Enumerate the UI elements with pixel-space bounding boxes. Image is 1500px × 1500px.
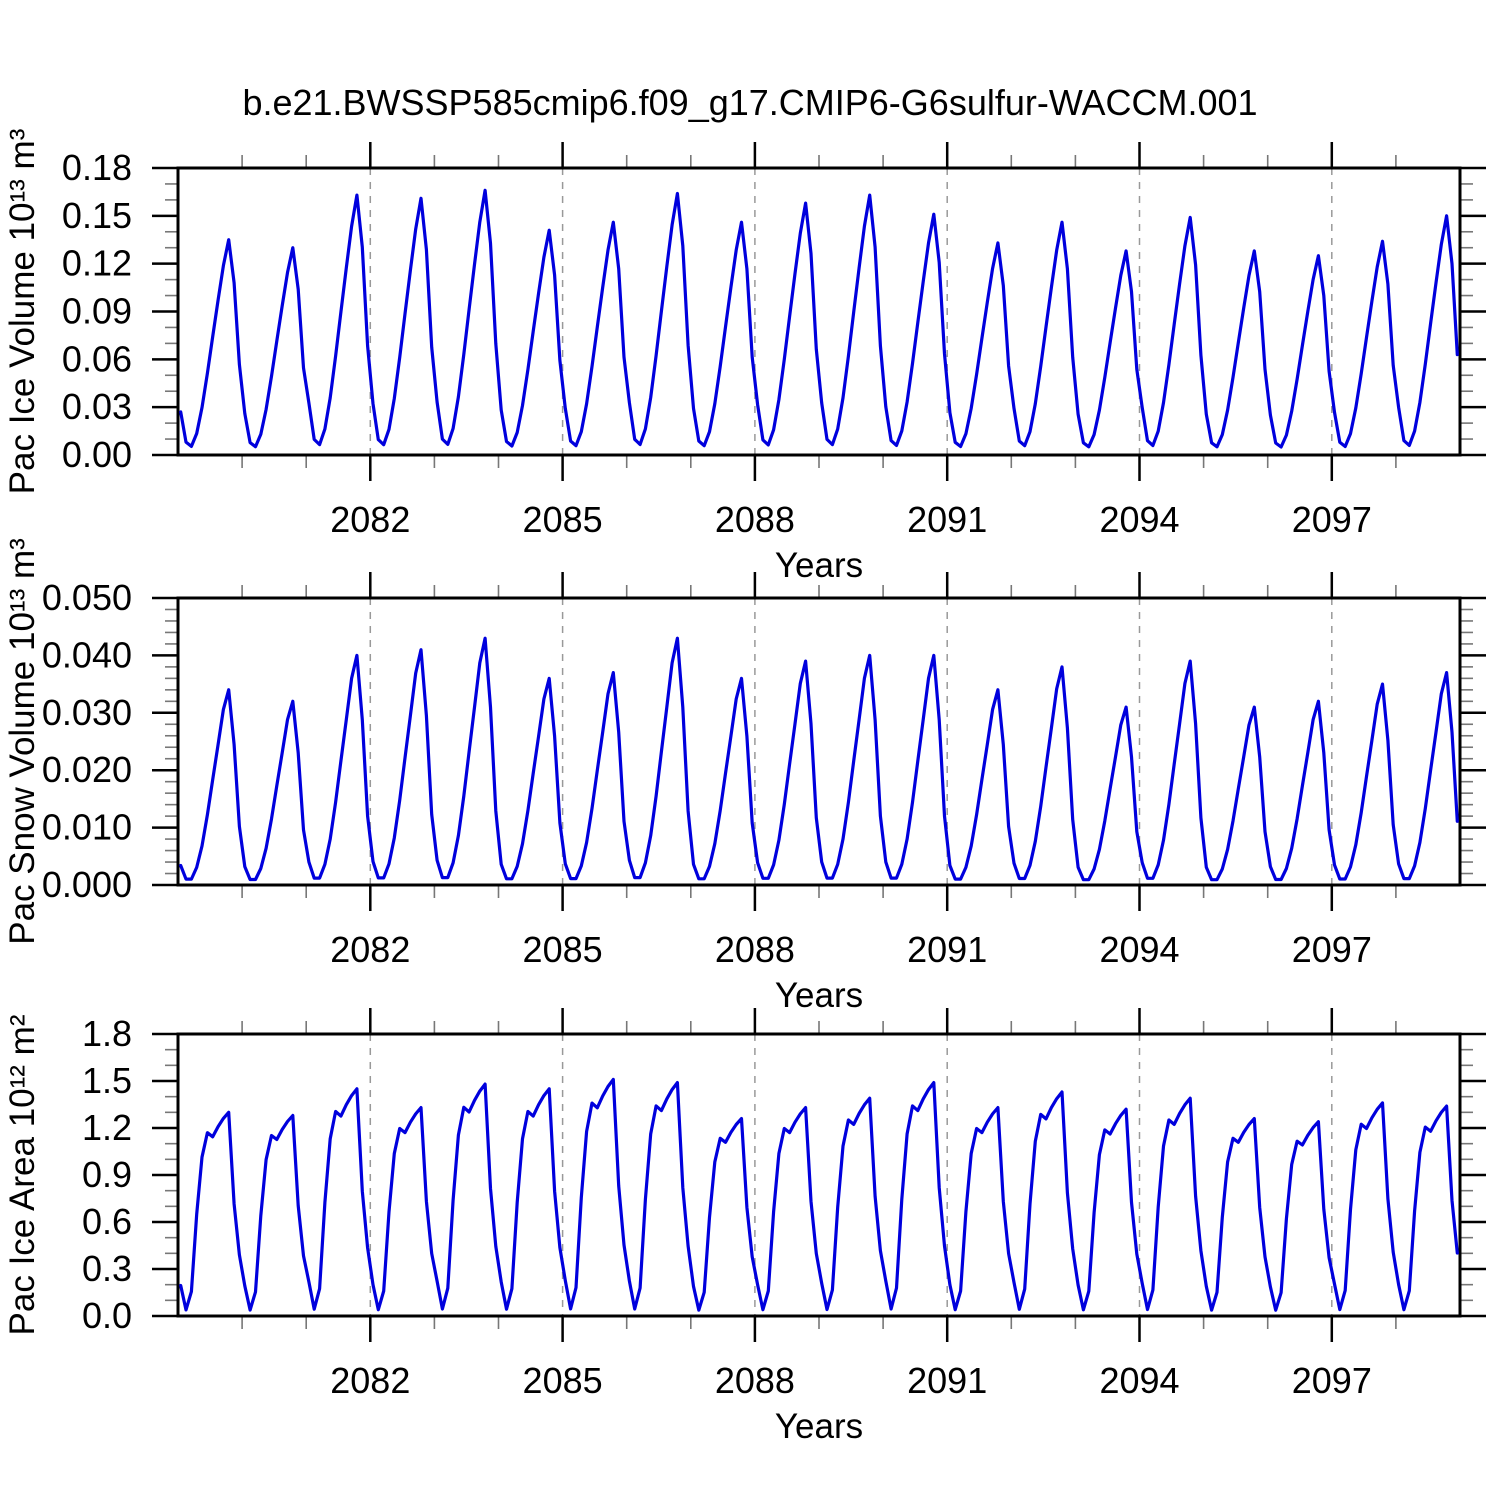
vertical-gridlines <box>369 598 1333 885</box>
x-tick-label: 2097 <box>1292 499 1372 540</box>
x-tick-label: 2091 <box>907 499 987 540</box>
y-tick-label: 0.010 <box>42 807 132 848</box>
x-tick-label: 2091 <box>907 1360 987 1401</box>
y-tick-label: 0.09 <box>62 291 132 332</box>
y-tick-label: 0.050 <box>42 577 132 618</box>
y-tick-label: 0.9 <box>82 1154 132 1195</box>
y-tick-label: 0.030 <box>42 692 132 733</box>
y-tick-label: 0.15 <box>62 195 132 236</box>
subplot-pac-snow-volume: 2082 2085 2088 2091 2094 2097 0.000 0.010 0.020 0… <box>3 538 1486 1015</box>
y-tick-label: 0.020 <box>42 749 132 790</box>
series-line-pac-ice-area <box>179 1077 1459 1312</box>
axis-ticks <box>152 142 1486 481</box>
axis-ticks <box>152 1008 1486 1342</box>
x-tick-label: 2094 <box>1099 929 1179 970</box>
y-axis-title: Pac Ice Area 10¹² m² <box>3 1015 42 1336</box>
y-tick-label: 0.0 <box>82 1295 132 1336</box>
vertical-gridlines <box>369 1034 1333 1316</box>
x-axis-title: Years <box>775 976 863 1015</box>
plot-border <box>176 596 1462 887</box>
x-tick-label: 2094 <box>1099 1360 1179 1401</box>
x-tick-label: 2097 <box>1292 929 1372 970</box>
axis-ticks <box>152 572 1486 911</box>
x-tick-label: 2091 <box>907 929 987 970</box>
y-tick-label: 0.040 <box>42 634 132 675</box>
x-tick-label: 2085 <box>523 499 603 540</box>
plot-border <box>176 166 1462 457</box>
y-tick-label: 0.06 <box>62 338 132 379</box>
y-tick-label: 0.03 <box>62 386 132 427</box>
vertical-gridlines <box>369 168 1333 455</box>
x-tick-label: 2082 <box>330 1360 410 1401</box>
y-tick-label: 0.00 <box>62 434 132 475</box>
y-tick-label: 1.8 <box>82 1013 132 1054</box>
x-tick-label: 2088 <box>715 1360 795 1401</box>
y-tick-label: 0.3 <box>82 1248 132 1289</box>
x-axis-title: Years <box>775 1407 863 1446</box>
axis-labels: 2082 2085 2088 2091 2094 2097 0.00 0.03 0.06 0.09… <box>3 129 1372 585</box>
y-tick-label: 1.5 <box>82 1060 132 1101</box>
x-tick-label: 2088 <box>715 499 795 540</box>
series-line-pac-snow-volume <box>179 636 1459 882</box>
series-line-pac-ice-volume <box>179 188 1459 449</box>
y-tick-label: 0.18 <box>62 147 132 188</box>
x-axis-title: Years <box>775 546 863 585</box>
x-tick-label: 2082 <box>330 929 410 970</box>
y-axis-title: Pac Snow Volume 10¹³ m³ <box>3 538 42 945</box>
subplot-pac-ice-area: 2082 2085 2088 2091 2094 2097 0.0 0.3 0.6 0.9 1.2 1… <box>3 1008 1486 1446</box>
y-tick-label: 1.2 <box>82 1107 132 1148</box>
y-tick-label: 0.12 <box>62 243 132 284</box>
y-tick-label: 0.000 <box>42 864 132 905</box>
plot-border <box>176 1032 1462 1318</box>
axis-labels: 2082 2085 2088 2091 2094 2097 0.0 0.3 0.6 0.9 1.2 1… <box>3 1013 1372 1446</box>
x-tick-label: 2082 <box>330 499 410 540</box>
x-tick-label: 2094 <box>1099 499 1179 540</box>
subplot-pac-ice-volume: 2082 2085 2088 2091 2094 2097 0.00 0.03 0.06 0.09… <box>3 129 1486 585</box>
figure-title: b.e21.BWSSP585cmip6.f09_g17.CMIP6-G6sulf… <box>242 82 1258 123</box>
x-tick-label: 2088 <box>715 929 795 970</box>
axis-labels: 2082 2085 2088 2091 2094 2097 0.000 0.010 0.020 0… <box>3 538 1372 1015</box>
x-tick-label: 2085 <box>523 929 603 970</box>
y-axis-title: Pac Ice Volume 10¹³ m³ <box>3 129 42 495</box>
y-tick-label: 0.6 <box>82 1201 132 1242</box>
x-tick-label: 2085 <box>523 1360 603 1401</box>
x-tick-label: 2097 <box>1292 1360 1372 1401</box>
